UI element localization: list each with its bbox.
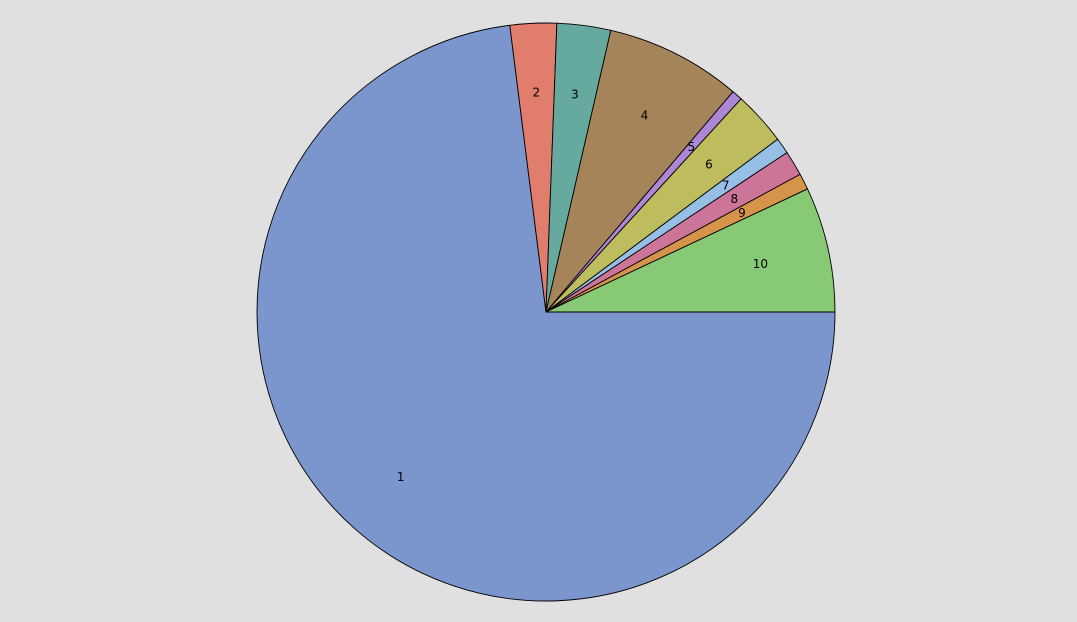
pie-slice-label-8: 8 bbox=[730, 192, 738, 206]
pie-slice-label-6: 6 bbox=[705, 158, 713, 172]
pie-slice-label-10: 10 bbox=[753, 257, 768, 271]
pie-slice-label-3: 3 bbox=[571, 87, 579, 101]
pie-slice-label-7: 7 bbox=[722, 179, 730, 193]
pie-slice-label-9: 9 bbox=[738, 206, 746, 220]
pie-slices bbox=[256, 22, 836, 602]
pie-slice-1 bbox=[256, 24, 836, 602]
pie-slice-10 bbox=[545, 188, 836, 313]
pie-slice-4 bbox=[545, 29, 734, 313]
pie-slice-label-5: 5 bbox=[687, 140, 695, 154]
pie-slice-label-1: 1 bbox=[397, 470, 405, 484]
pie-slice-label-4: 4 bbox=[641, 109, 649, 123]
pie-slice-label-2: 2 bbox=[532, 86, 540, 100]
